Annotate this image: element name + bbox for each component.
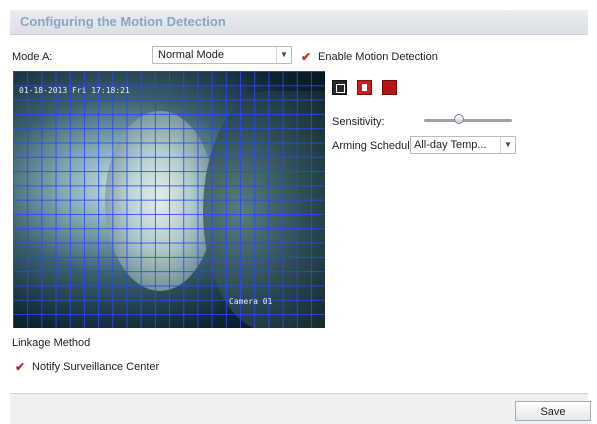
linkage-method-heading: Linkage Method bbox=[12, 337, 91, 349]
sensitivity-slider-handle[interactable] bbox=[454, 114, 465, 124]
arming-schedule-select[interactable]: All-day Temp... ▼ bbox=[410, 136, 516, 154]
camera-name-osd: Camera 01 bbox=[229, 297, 273, 306]
mode-select-value: Normal Mode bbox=[158, 49, 225, 61]
clear-all-icon[interactable] bbox=[357, 80, 372, 95]
panel-header: Configuring the Motion Detection bbox=[10, 10, 588, 35]
save-button[interactable]: Save bbox=[515, 401, 591, 421]
arming-schedule-value: All-day Temp... bbox=[414, 139, 487, 151]
video-preview[interactable]: 01-18-2013 Fri 17:18:21 Camera 01 bbox=[13, 71, 325, 328]
mode-select[interactable]: Normal Mode ▼ bbox=[152, 46, 292, 64]
footer-bar bbox=[10, 393, 588, 424]
motion-detection-grid[interactable] bbox=[13, 71, 325, 328]
full-screen-area-icon[interactable] bbox=[382, 80, 397, 95]
timestamp-osd: 01-18-2013 Fri 17:18:21 bbox=[19, 86, 130, 95]
enable-motion-label: Enable Motion Detection bbox=[318, 51, 438, 63]
panel-title: Configuring the Motion Detection bbox=[20, 14, 226, 29]
enable-motion-checkbox[interactable]: ✔ bbox=[301, 50, 312, 64]
sensitivity-slider[interactable] bbox=[424, 119, 512, 122]
arming-schedule-label: Arming Schedule: bbox=[332, 140, 419, 152]
chevron-down-icon[interactable]: ▼ bbox=[500, 137, 515, 153]
notify-surveillance-label: Notify Surveillance Center bbox=[32, 361, 160, 373]
sensitivity-label: Sensitivity: bbox=[332, 116, 385, 128]
notify-surveillance-checkbox[interactable]: ✔ bbox=[15, 360, 26, 374]
chevron-down-icon[interactable]: ▼ bbox=[276, 47, 291, 63]
draw-area-icon[interactable] bbox=[332, 80, 347, 95]
mode-label: Mode A: bbox=[12, 51, 53, 63]
